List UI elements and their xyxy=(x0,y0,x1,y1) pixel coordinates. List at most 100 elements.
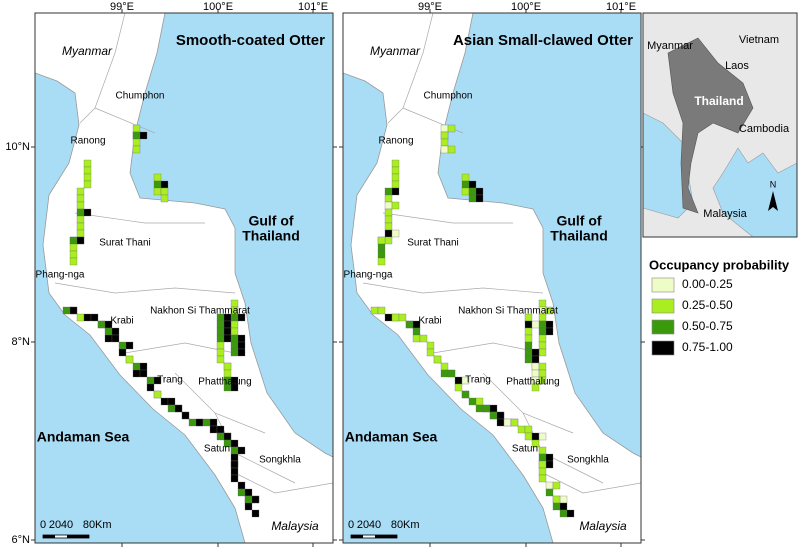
occupancy-cell xyxy=(391,180,400,189)
place-label: Krabi xyxy=(110,316,133,327)
occupancy-cell xyxy=(90,313,99,322)
place-label: Satun xyxy=(512,444,538,455)
longitude-label: 99°E xyxy=(418,1,442,13)
sea-label: Thailand xyxy=(242,228,300,244)
scale-label: 0 xyxy=(40,519,46,531)
place-label: Chumphon xyxy=(424,91,473,102)
occupancy-cell xyxy=(216,327,225,336)
occupancy-cell xyxy=(461,187,470,196)
occupancy-cell xyxy=(440,124,449,133)
occupancy-cell xyxy=(216,320,225,329)
sea-label: Gulf of xyxy=(556,213,601,229)
occupancy-cell xyxy=(447,369,456,378)
occupancy-cell xyxy=(482,404,491,413)
occupancy-cell xyxy=(69,257,78,266)
occupancy-cell xyxy=(524,355,533,364)
scale-bar xyxy=(351,535,363,538)
place-label: Phatthalung xyxy=(198,377,251,388)
occupancy-cell xyxy=(160,180,169,189)
place-label: Myanmar xyxy=(62,44,113,58)
longitude-label: 100°E xyxy=(203,1,233,13)
place-label: Phatthalung xyxy=(506,377,559,388)
inset-frame xyxy=(642,12,798,238)
occupancy-cell xyxy=(538,327,547,336)
sea-label: Andaman Sea xyxy=(345,429,438,445)
occupancy-cell xyxy=(230,341,239,350)
longitude-label: 99°E xyxy=(110,1,134,13)
occupancy-cell xyxy=(391,229,400,238)
inset-label: Malaysia xyxy=(703,208,747,220)
place-label: Nakhon Si Thammarat xyxy=(150,306,250,317)
occupancy-cell xyxy=(384,236,393,245)
occupancy-cell xyxy=(237,334,246,343)
occupancy-cell xyxy=(468,187,477,196)
occupancy-cell xyxy=(384,229,393,238)
occupancy-cell xyxy=(153,180,162,189)
inset-label: Cambodia xyxy=(739,123,790,135)
occupancy-cell xyxy=(454,383,463,392)
province-border xyxy=(74,212,205,224)
occupancy-cell xyxy=(230,467,239,476)
occupancy-cell xyxy=(440,131,449,140)
occupancy-cell xyxy=(237,348,246,357)
province-border xyxy=(362,282,544,294)
occupancy-cell xyxy=(223,320,232,329)
occupancy-cell xyxy=(545,320,554,329)
map-frame xyxy=(34,12,334,544)
place-label: Myanmar xyxy=(370,44,421,58)
occupancy-cell xyxy=(391,201,400,210)
occupancy-cell xyxy=(496,411,505,420)
occupancy-cell xyxy=(545,481,554,490)
occupancy-cell xyxy=(216,355,225,364)
province-border xyxy=(79,12,126,124)
occupancy-cell xyxy=(440,362,449,371)
occupancy-cell xyxy=(552,481,561,490)
occupancy-cell xyxy=(132,145,141,154)
occupancy-cell xyxy=(524,425,533,434)
occupancy-cell xyxy=(461,173,470,182)
occupancy-cell xyxy=(76,187,85,196)
occupancy-cell xyxy=(447,145,456,154)
occupancy-cell xyxy=(377,236,386,245)
occupancy-cell xyxy=(83,159,92,168)
occupancy-cell xyxy=(461,180,470,189)
occupancy-cell xyxy=(377,243,386,252)
occupancy-cell xyxy=(251,495,260,504)
occupancy-cell xyxy=(76,215,85,224)
place-label: Malaysia xyxy=(579,519,627,533)
occupancy-cell xyxy=(230,453,239,462)
occupancy-cell xyxy=(384,313,393,322)
occupancy-cell xyxy=(230,327,239,336)
place-label: Satun xyxy=(204,444,230,455)
place-label: Trang xyxy=(157,375,183,386)
occupancy-cell xyxy=(188,418,197,427)
legend-swatch xyxy=(651,298,675,314)
occupancy-cell xyxy=(76,194,85,203)
occupancy-cell xyxy=(391,313,400,322)
occupancy-cell xyxy=(559,502,568,511)
occupancy-cell xyxy=(538,460,547,469)
occupancy-cell xyxy=(69,250,78,259)
occupancy-cell xyxy=(475,194,484,203)
occupancy-cell xyxy=(195,418,204,427)
sea-label: Gulf of xyxy=(248,213,293,229)
occupancy-cell xyxy=(538,320,547,329)
occupancy-cell xyxy=(538,446,547,455)
occupancy-cell xyxy=(209,425,218,434)
occupancy-cell xyxy=(412,327,421,336)
occupancy-cell xyxy=(160,397,169,406)
occupancy-cell xyxy=(524,327,533,336)
occupancy-cell xyxy=(531,320,540,329)
occupancy-cell xyxy=(216,348,225,357)
latitude-label: 10°N xyxy=(5,141,30,153)
occupancy-cell xyxy=(391,173,400,182)
occupancy-cell xyxy=(76,313,85,322)
occupancy-cell xyxy=(153,376,162,385)
place-label: Trang xyxy=(465,375,491,386)
map-panel: Asian Small-clawed Otter Myanmar Chumphon R… xyxy=(339,1,645,547)
scale-label: 80 xyxy=(83,519,95,531)
occupancy-cell xyxy=(531,439,540,448)
occupancy-cell xyxy=(83,166,92,175)
occupancy-cell xyxy=(461,390,470,399)
